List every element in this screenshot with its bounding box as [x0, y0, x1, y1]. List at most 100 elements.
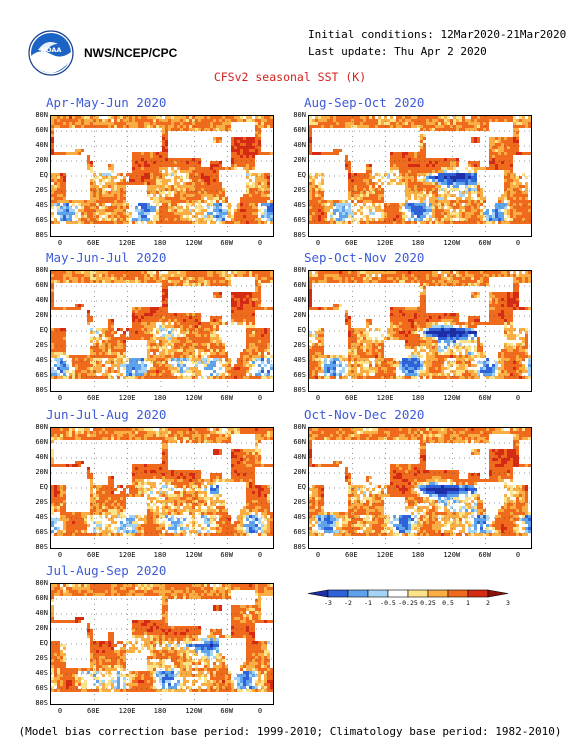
colorbar-label: -2	[344, 599, 352, 607]
lat-label: 20S	[286, 186, 306, 194]
colorbar-swatch	[347, 589, 369, 598]
lat-label: 80S	[28, 231, 48, 239]
colorbar-swatch	[467, 589, 489, 598]
lat-label: 60S	[286, 216, 306, 224]
lat-label: EQ	[28, 639, 48, 647]
last-update: Last update: Thu Apr 2 2020	[308, 43, 566, 60]
lon-label: 180	[152, 394, 168, 402]
lon-label: 120E	[119, 239, 136, 247]
colorbar-swatch	[447, 589, 469, 598]
lat-label: 20S	[286, 341, 306, 349]
colorbar-label: 0.5	[442, 599, 454, 607]
colorbar-swatch	[407, 589, 429, 598]
sst-map	[50, 427, 274, 549]
lon-label: 120E	[119, 551, 136, 559]
lat-label: 60S	[28, 528, 48, 536]
lon-label: 0	[252, 239, 268, 247]
lat-label: 80N	[28, 111, 48, 119]
lat-label: 40N	[28, 453, 48, 461]
lat-label: 20N	[28, 156, 48, 164]
main-title: CFSv2 seasonal SST (K)	[0, 70, 580, 84]
lon-label: 60E	[343, 551, 359, 559]
lat-label: 40N	[286, 453, 306, 461]
colorbar-label: 0.25	[420, 599, 436, 607]
lon-label: 0	[510, 239, 526, 247]
colorbar: -3 -2 -1 -0.5 -0.25 0.25 0.5 1 2 3	[298, 588, 520, 618]
lat-label: 20N	[286, 156, 306, 164]
lat-label: EQ	[286, 483, 306, 491]
lat-label: 40N	[28, 141, 48, 149]
lon-label: 120W	[443, 394, 460, 402]
sst-panel: Jun-Jul-Aug 2020 80N 60N 40N 20N EQ 20S 40S 60S 8…	[28, 407, 274, 577]
colorbar-swatch	[327, 589, 349, 598]
colorbar-label: -3	[324, 599, 332, 607]
lat-label: 20N	[28, 311, 48, 319]
lat-label: EQ	[286, 171, 306, 179]
sst-map	[50, 270, 274, 392]
lat-label: 80N	[28, 423, 48, 431]
lat-label: 60S	[28, 684, 48, 692]
lat-label: 80N	[286, 423, 306, 431]
lon-label: 180	[152, 707, 168, 715]
lat-label: 40S	[286, 356, 306, 364]
colorbar-swatch	[307, 589, 329, 598]
colorbar-label: 2	[486, 599, 490, 607]
panel-title: Jul-Aug-Sep 2020	[46, 563, 166, 578]
lat-label: 40N	[28, 609, 48, 617]
lon-label: 0	[252, 707, 268, 715]
lat-label: 20S	[28, 654, 48, 662]
lat-label: 80S	[286, 231, 306, 239]
panel-title: Jun-Jul-Aug 2020	[46, 407, 166, 422]
lon-label: 60W	[219, 551, 235, 559]
lat-label: 80N	[286, 111, 306, 119]
lon-label: 180	[410, 394, 426, 402]
footer-note: (Model bias correction base period: 1999…	[0, 725, 580, 738]
sst-panel: Apr-May-Jun 2020 80N 60N 40N 20N EQ 20S 40S 60S 8…	[28, 95, 274, 265]
lon-label: 60E	[85, 394, 101, 402]
lon-label: 0	[310, 239, 326, 247]
lon-label: 180	[410, 239, 426, 247]
panel-title: May-Jun-Jul 2020	[46, 250, 166, 265]
lat-label: 60S	[286, 528, 306, 536]
lat-label: 60N	[28, 126, 48, 134]
sst-map	[50, 115, 274, 237]
colorbar-label: -1	[364, 599, 372, 607]
lon-label: 60W	[219, 394, 235, 402]
lat-label: 40S	[28, 669, 48, 677]
lat-label: 20N	[286, 468, 306, 476]
lon-label: 60E	[85, 551, 101, 559]
lon-label: 60E	[343, 394, 359, 402]
lon-label: 0	[252, 551, 268, 559]
lat-label: 60N	[28, 438, 48, 446]
sst-panel: Jul-Aug-Sep 2020 80N 60N 40N 20N EQ 20S 40S 60S 8…	[28, 563, 274, 733]
lat-label: 20S	[28, 341, 48, 349]
colorbar-swatch	[387, 589, 409, 598]
sst-panel: Sep-Oct-Nov 2020 80N 60N 40N 20N EQ 20S 40S 60S 8…	[286, 250, 532, 420]
header-info: Initial conditions: 12Mar2020-21Mar2020 …	[308, 26, 566, 60]
lon-label: 60W	[219, 707, 235, 715]
lon-label: 120E	[119, 394, 136, 402]
panel-title: Aug-Sep-Oct 2020	[304, 95, 424, 110]
lat-label: 60N	[28, 594, 48, 602]
colorbar-label: 3	[506, 599, 510, 607]
sst-map	[308, 427, 532, 549]
lon-label: 60W	[477, 239, 493, 247]
lon-label: 60E	[85, 239, 101, 247]
lat-label: 40S	[286, 201, 306, 209]
lon-label: 180	[152, 551, 168, 559]
lat-label: 60S	[28, 371, 48, 379]
lon-label: 120E	[119, 707, 136, 715]
sst-map	[50, 583, 274, 705]
lat-label: 20S	[28, 498, 48, 506]
lat-label: 40S	[286, 513, 306, 521]
lat-label: 80N	[28, 266, 48, 274]
lat-label: 20N	[286, 311, 306, 319]
lat-label: 60S	[28, 216, 48, 224]
lon-label: 0	[510, 551, 526, 559]
colorbar-label: -0.5	[380, 599, 396, 607]
lat-label: 20S	[28, 186, 48, 194]
lat-label: EQ	[28, 171, 48, 179]
lon-label: 120E	[377, 551, 394, 559]
lat-label: 20N	[28, 624, 48, 632]
lon-label: 0	[52, 551, 68, 559]
